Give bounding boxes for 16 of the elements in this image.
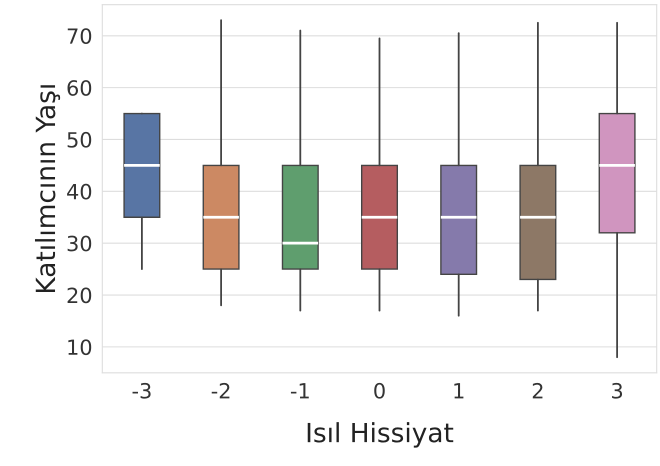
x-tick-label: 2: [532, 382, 542, 398]
y-tick-label: 60: [68, 80, 92, 96]
x-tick-label: -1: [290, 383, 309, 398]
x-axis-title: Isıl Hissiyat: [308, 422, 454, 448]
y-tick-label: 70: [68, 28, 92, 44]
x-tick-label: 0: [374, 382, 385, 399]
y-tick-label: 10: [68, 339, 92, 356]
x-tick-label: 3: [612, 382, 622, 399]
y-tick-label: 40: [67, 184, 92, 200]
y-tick-label: 50: [68, 132, 92, 148]
y-tick-label: 20: [68, 287, 92, 304]
x-tick-label: -2: [212, 382, 230, 398]
y-tick-label: 30: [68, 236, 92, 252]
x-tick-label: -3: [132, 382, 151, 399]
x-tick-label: 1: [454, 383, 464, 398]
y-axis-title: Katılımcının Yaşı: [34, 85, 60, 292]
